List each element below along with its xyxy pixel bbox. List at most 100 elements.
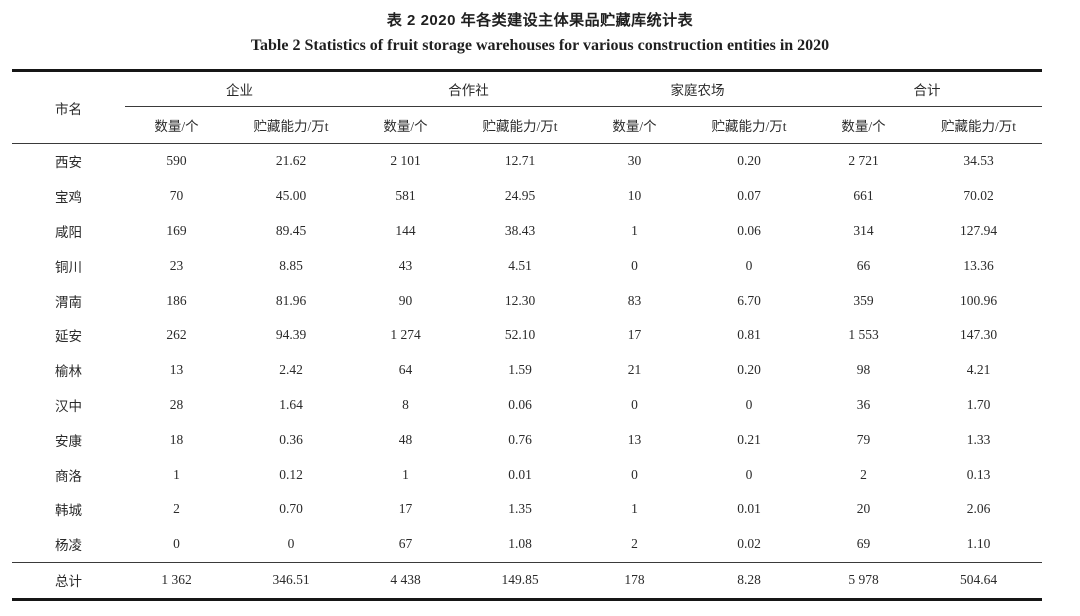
value-cell: 0.21	[737, 431, 761, 447]
sub-header-row: 数量/个 贮藏能力/万t 数量/个 贮藏能力/万t 数量/个 贮藏能力/万t 数…	[12, 106, 1042, 144]
value-cell: 2.42	[279, 362, 303, 378]
value-cell: 0.12	[279, 466, 303, 482]
value-cell: 34.53	[963, 153, 994, 169]
value-cell: 36	[856, 396, 871, 412]
table-row: 杨凌 0 0 67 1.08 2 0.02 69 1.10	[12, 527, 1042, 562]
group-header-cooperative: 合作社	[354, 70, 583, 107]
value-cell: 90	[398, 292, 413, 308]
sub-header-quantity: 数量/个	[583, 106, 686, 144]
city-cell: 宝鸡	[55, 190, 82, 206]
city-cell: 延安	[55, 329, 82, 345]
city-cell: 渭南	[55, 294, 82, 310]
value-cell: 69	[856, 536, 871, 552]
fruit-storage-statistics-table: 市名 企业 合作社 家庭农场 合计 数量/个 贮藏能力/万t 数量/个 贮藏能力…	[12, 69, 1042, 601]
value-cell: 10	[627, 188, 642, 204]
table-footer: 总计 1 362 346.51 4 438 149.85 178 8.28 5 …	[12, 561, 1042, 600]
value-cell: 64	[398, 362, 413, 378]
table-row: 韩城 2 0.70 17 1.35 1 0.01 20 2.06	[12, 492, 1042, 527]
value-cell: 262	[166, 327, 187, 343]
value-cell: 20	[856, 501, 871, 517]
total-value-cell: 178	[583, 561, 686, 600]
value-cell: 100.96	[959, 292, 998, 308]
city-cell: 安康	[55, 433, 82, 449]
value-cell: 89.45	[275, 222, 307, 238]
value-cell: 1.59	[508, 362, 532, 378]
value-cell: 0	[173, 536, 180, 552]
city-cell: 铜川	[55, 259, 82, 275]
value-cell: 23	[169, 257, 184, 273]
sub-header-capacity: 贮藏能力/万t	[457, 106, 583, 144]
value-cell: 0	[745, 466, 753, 482]
value-cell: 13	[169, 362, 184, 378]
sub-header-capacity: 贮藏能力/万t	[686, 106, 812, 144]
total-value-cell: 346.51	[228, 561, 354, 600]
value-cell: 0	[631, 396, 638, 412]
total-value-cell: 504.64	[915, 561, 1042, 600]
city-cell: 商洛	[55, 468, 82, 484]
value-cell: 359	[853, 292, 874, 308]
city-cell: 榆林	[55, 364, 82, 380]
value-cell: 2	[631, 536, 638, 552]
value-cell: 1 553	[848, 327, 879, 343]
value-cell: 13	[627, 431, 642, 447]
total-value-cell: 1 362	[125, 561, 228, 600]
value-cell: 21	[627, 362, 642, 378]
value-cell: 8	[402, 396, 409, 412]
value-cell: 2 721	[848, 153, 879, 169]
value-cell: 45.00	[275, 188, 307, 204]
total-value-cell: 149.85	[457, 561, 583, 600]
value-cell: 0.81	[737, 327, 761, 343]
value-cell: 21.62	[275, 153, 307, 169]
value-cell: 0.07	[737, 188, 761, 204]
value-cell: 0	[631, 257, 638, 273]
city-cell: 西安	[55, 155, 82, 171]
value-cell: 13.36	[963, 257, 994, 273]
value-cell: 127.94	[959, 222, 998, 238]
value-cell: 18	[169, 431, 184, 447]
table-row: 汉中 28 1.64 8 0.06 0 0 36 1.70	[12, 388, 1042, 423]
value-cell: 6.70	[737, 292, 761, 308]
value-cell: 0.01	[508, 466, 532, 482]
value-cell: 0.13	[966, 466, 991, 482]
table-caption-en: Table 2 Statistics of fruit storage ware…	[250, 37, 830, 54]
value-cell: 590	[166, 153, 187, 169]
value-cell: 17	[627, 327, 642, 343]
total-value-cell: 5 978	[812, 561, 915, 600]
value-cell: 52.10	[504, 327, 536, 343]
table-row: 榆林 13 2.42 64 1.59 21 0.20 98 4.21	[12, 353, 1042, 388]
sub-header-quantity: 数量/个	[354, 106, 457, 144]
value-cell: 581	[395, 188, 416, 204]
value-cell: 0.01	[737, 501, 761, 517]
value-cell: 79	[856, 431, 871, 447]
city-cell: 咸阳	[55, 224, 82, 240]
value-cell: 12.71	[504, 153, 536, 169]
value-cell: 186	[166, 292, 187, 308]
value-cell: 66	[856, 257, 871, 273]
total-value-cell: 8.28	[686, 561, 812, 600]
value-cell: 24.95	[504, 188, 536, 204]
value-cell: 4.51	[508, 257, 532, 273]
value-cell: 0.02	[737, 536, 761, 552]
value-cell: 70	[169, 188, 184, 204]
group-header-family-farm: 家庭农场	[583, 70, 812, 107]
sub-header-capacity: 贮藏能力/万t	[228, 106, 354, 144]
value-cell: 2	[860, 466, 867, 482]
total-label: 总计	[12, 561, 125, 600]
value-cell: 0.20	[737, 362, 761, 378]
value-cell: 169	[166, 222, 187, 238]
value-cell: 1.08	[508, 536, 532, 552]
sub-header-quantity: 数量/个	[125, 106, 228, 144]
value-cell: 144	[395, 222, 416, 238]
value-cell: 314	[853, 222, 874, 238]
table-row: 宝鸡 70 45.00 581 24.95 10 0.07 661 70.02	[12, 179, 1042, 214]
value-cell: 8.85	[279, 257, 303, 273]
value-cell: 0.76	[508, 431, 532, 447]
value-cell: 2	[173, 501, 180, 517]
value-cell: 94.39	[275, 327, 307, 343]
table-row: 西安 590 21.62 2 101 12.71 30 0.20 2 721 34.53	[12, 144, 1042, 179]
value-cell: 48	[398, 431, 413, 447]
group-header-enterprise: 企业	[125, 70, 354, 107]
value-cell: 43	[398, 257, 413, 273]
value-cell: 0.70	[279, 501, 303, 517]
table-row: 延安 262 94.39 1 274 52.10 17 0.81 1 553 147.30	[12, 318, 1042, 353]
